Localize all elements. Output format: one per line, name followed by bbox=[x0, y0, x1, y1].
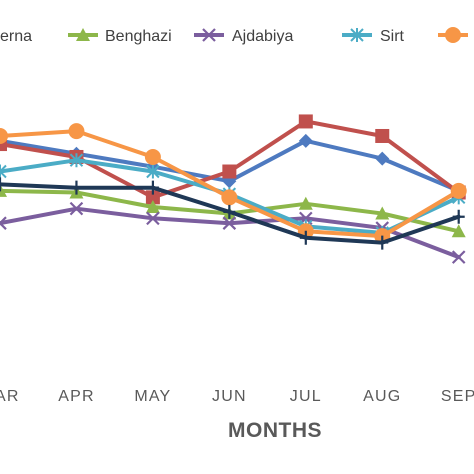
data-point-3-2 bbox=[146, 211, 160, 226]
series-6 bbox=[0, 177, 465, 250]
x-axis-title: MONTHS bbox=[228, 419, 322, 442]
legend-marker bbox=[350, 28, 364, 42]
legend-item-4[interactable]: Sirt bbox=[342, 28, 405, 45]
legend-marker bbox=[202, 28, 216, 42]
data-point-1-5 bbox=[375, 128, 390, 143]
x-tick-label: JUL bbox=[290, 388, 322, 405]
legend-item-3[interactable]: Ajdabiya bbox=[194, 28, 293, 45]
data-point-4-2 bbox=[146, 164, 160, 179]
data-point-4-0 bbox=[0, 164, 7, 179]
data-point-5-2 bbox=[144, 148, 161, 165]
data-point-3-0 bbox=[0, 216, 7, 230]
data-point-6-3 bbox=[223, 204, 236, 219]
data-point-2-0 bbox=[0, 183, 7, 197]
data-point-2-6 bbox=[451, 224, 466, 238]
legend-marker bbox=[76, 28, 90, 41]
x-axis-ticks: MAR APR MAY JUN JUL AUG SEP bbox=[0, 388, 474, 405]
data-point-0-4 bbox=[298, 133, 313, 148]
data-point-6-0 bbox=[0, 177, 6, 192]
data-point-3-1 bbox=[69, 201, 84, 216]
legend-item-5[interactable] bbox=[438, 27, 468, 43]
data-point-6-2 bbox=[146, 180, 159, 195]
legend-marker bbox=[445, 27, 461, 43]
data-point-4-1 bbox=[69, 153, 84, 168]
data-point-6-4 bbox=[299, 230, 312, 245]
x-tick-label: APR bbox=[58, 388, 95, 405]
legend-item-0[interactable]: erna bbox=[0, 28, 32, 45]
x-tick-label: MAY bbox=[134, 388, 171, 405]
x-tick-label: MAR bbox=[0, 388, 20, 405]
data-point-2-4 bbox=[298, 196, 313, 210]
data-point-2-2 bbox=[145, 200, 160, 214]
data-point-5-6 bbox=[450, 182, 467, 199]
data-point-6-1 bbox=[70, 180, 83, 195]
legend-label: erna bbox=[0, 28, 32, 45]
x-tick-label: AUG bbox=[363, 388, 401, 405]
data-point-6-6 bbox=[452, 209, 465, 224]
data-point-1-0 bbox=[0, 137, 7, 152]
x-tick-label: JUN bbox=[212, 388, 247, 405]
data-point-5-0 bbox=[0, 127, 8, 144]
legend-label: Sirt bbox=[380, 28, 405, 45]
legend-label: Benghazi bbox=[105, 28, 172, 45]
data-point-6-5 bbox=[376, 235, 389, 250]
data-point-1-4 bbox=[298, 114, 313, 129]
data-point-0-5 bbox=[375, 151, 390, 166]
data-point-1-2 bbox=[145, 190, 160, 205]
data-point-5-3 bbox=[221, 189, 238, 206]
data-point-2-5 bbox=[375, 206, 390, 220]
legend: erna Benghazi Ajdabiya Sirt bbox=[0, 27, 468, 45]
series-layer bbox=[0, 114, 467, 264]
data-point-1-3 bbox=[222, 164, 237, 179]
legend-item-2[interactable]: Benghazi bbox=[68, 28, 172, 45]
legend-label: Ajdabiya bbox=[232, 28, 293, 45]
data-point-5-1 bbox=[68, 123, 85, 140]
data-point-3-6 bbox=[451, 250, 466, 264]
x-tick-label: SEP bbox=[441, 388, 474, 405]
data-point-3-3 bbox=[222, 216, 237, 230]
